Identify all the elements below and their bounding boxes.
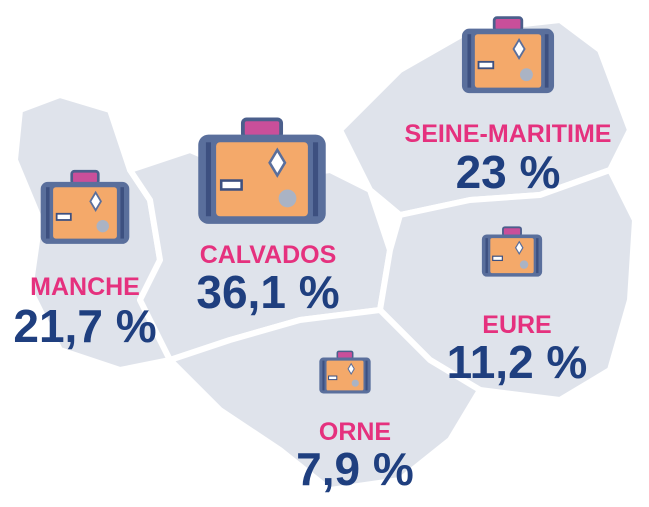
suitcase-sticker xyxy=(351,379,359,387)
suitcase xyxy=(40,169,130,244)
suitcase-sticker xyxy=(519,260,529,269)
suitcase-inner xyxy=(490,238,534,274)
region-share: 23 % xyxy=(456,146,561,198)
region-name: EURE xyxy=(482,311,551,339)
suitcase-diamond xyxy=(514,240,524,255)
suitcase-handle xyxy=(492,16,524,32)
region-shape xyxy=(167,307,483,493)
suitcase-handle xyxy=(70,169,100,185)
suitcase xyxy=(481,226,543,277)
suitcase-tag xyxy=(477,60,495,70)
suitcase-strap xyxy=(544,34,549,88)
suitcase-diamond xyxy=(347,362,355,375)
suitcase-sticker xyxy=(519,68,533,82)
region-share: 21,7 % xyxy=(13,300,156,352)
region-name: MANCHE xyxy=(30,273,140,301)
suitcase-inner xyxy=(474,34,542,88)
suitcase-tag xyxy=(219,179,243,191)
suitcase-strap xyxy=(120,187,124,239)
region-share: 11,2 % xyxy=(447,336,588,388)
suitcase-sticker xyxy=(96,219,109,233)
suitcase-tag xyxy=(55,212,72,221)
suitcase-strap xyxy=(365,360,368,391)
region-share: 36,1 % xyxy=(196,266,339,318)
suitcase-handle xyxy=(240,117,284,140)
suitcase-sticker xyxy=(278,189,297,208)
suitcase-inner xyxy=(326,360,364,391)
suitcase xyxy=(319,350,371,394)
suitcase-strap xyxy=(322,360,325,391)
suitcase xyxy=(198,117,326,224)
suitcase-strap xyxy=(46,187,50,239)
region-name: SEINE-MARITIME xyxy=(405,120,612,148)
region-shape xyxy=(337,17,633,218)
suitcase-diamond xyxy=(89,190,102,212)
suitcase-diamond xyxy=(512,37,526,60)
suitcase-tag xyxy=(328,375,338,381)
suitcase-strap xyxy=(485,238,488,274)
suitcase-strap xyxy=(467,34,472,88)
region-name: ORNE xyxy=(319,418,391,446)
suitcase-handle xyxy=(336,350,354,360)
region-name: CALVADOS xyxy=(200,241,337,269)
suitcase-strap xyxy=(536,238,539,274)
suitcase-strap xyxy=(312,142,319,217)
suitcase xyxy=(461,16,555,94)
suitcase-strap xyxy=(205,142,212,217)
suitcase-inner xyxy=(53,187,117,239)
suitcase-tag xyxy=(492,255,503,262)
suitcase-inner xyxy=(216,142,308,217)
suitcase-handle xyxy=(502,226,522,237)
suitcase-diamond xyxy=(268,147,287,178)
region-share: 7,9 % xyxy=(296,443,414,495)
